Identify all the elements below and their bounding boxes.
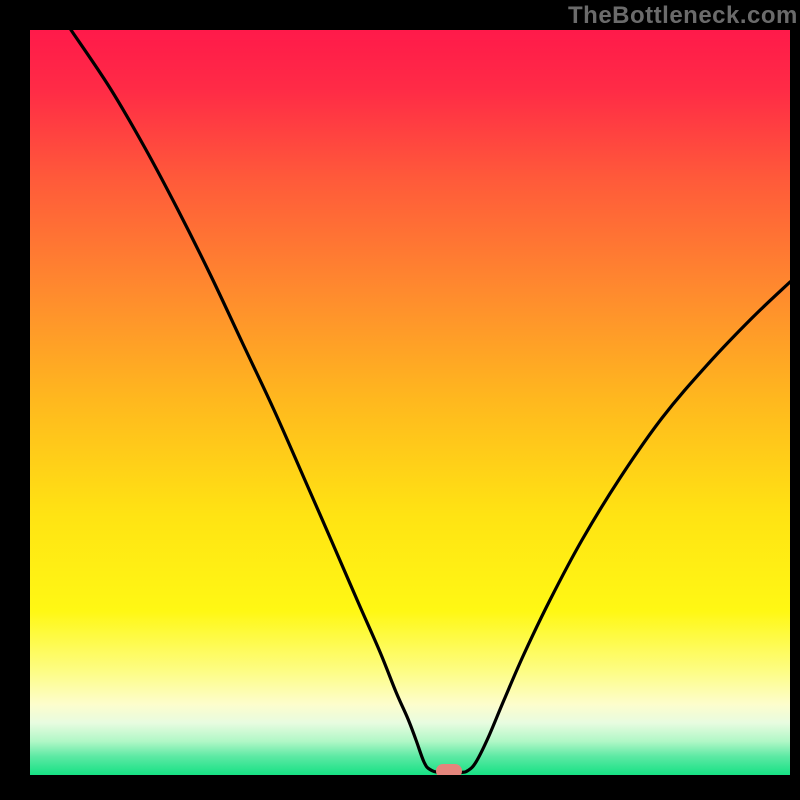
watermark-text: TheBottleneck.com — [568, 2, 798, 30]
frame-border — [0, 0, 30, 800]
frame-border — [0, 775, 800, 800]
bottleneck-chart — [0, 0, 800, 800]
frame-border — [790, 0, 800, 800]
